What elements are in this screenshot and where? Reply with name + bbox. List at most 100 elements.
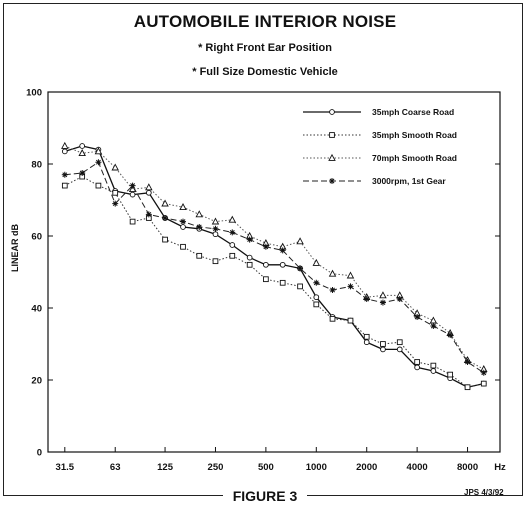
series-1-point-100 <box>145 189 152 196</box>
series-1-point-5000 <box>430 368 437 374</box>
series-4-point-10000 <box>480 369 487 376</box>
figure-label-text: FIGURE 3 <box>222 488 308 504</box>
series-2-point-6300 <box>447 371 454 378</box>
series-1-point-250 <box>212 231 219 238</box>
series-1-point-160 <box>180 224 186 230</box>
series-4-point-1250 <box>329 287 336 293</box>
x-tick-label-2000: 2000 <box>356 462 377 473</box>
series-4-point-80 <box>129 182 136 189</box>
legend-label-1: 35mph Coarse Road <box>372 107 454 117</box>
series-4-point-315 <box>229 229 236 236</box>
series-2-point-4000 <box>414 359 420 365</box>
series-2-point-1000 <box>313 301 320 308</box>
legend-label-2: 35mph Smooth Road <box>372 130 457 140</box>
series-3-point-1600 <box>346 271 355 279</box>
y-tick-label-20: 20 <box>31 376 42 387</box>
series-4-point-2000 <box>363 296 370 302</box>
series-2-point-31.5 <box>61 182 68 189</box>
legend-marker-3 <box>328 153 336 161</box>
series-2-point-800 <box>297 283 303 290</box>
series-3-point-40 <box>78 149 86 157</box>
legend-marker-4 <box>329 178 335 184</box>
series-3-point-31.5 <box>61 141 69 149</box>
series-4-point-200 <box>196 224 203 230</box>
series-2-point-1600 <box>347 317 354 324</box>
series-line-3 <box>64 145 485 370</box>
series-4-point-63 <box>112 200 119 207</box>
author-initials-date: JPS 4/3/92 <box>464 488 504 497</box>
series-line-4 <box>64 161 485 374</box>
series-line-2 <box>64 176 484 388</box>
x-tick-label-8000: 8000 <box>457 462 478 473</box>
series-1-point-315 <box>229 242 236 248</box>
series-2-point-315 <box>229 252 236 259</box>
series-3-point-200 <box>195 210 203 218</box>
series-2-point-50 <box>95 182 102 189</box>
series-4-point-250 <box>212 225 219 232</box>
series-1-point-4000 <box>414 364 420 371</box>
series-1-point-500 <box>263 261 269 268</box>
y-tick-label-60: 60 <box>31 232 42 243</box>
series-2-point-500 <box>263 276 269 283</box>
series-3-point-100 <box>145 183 153 191</box>
legend-marker-2 <box>329 132 335 138</box>
x-tick-label-4000: 4000 <box>407 462 428 473</box>
series-1-point-400 <box>246 254 253 261</box>
series-4-point-100 <box>145 211 152 218</box>
series-1-point-630 <box>279 261 286 268</box>
series-1-point-1000 <box>313 294 320 301</box>
series-4-point-800 <box>297 265 304 272</box>
series-4-point-3150 <box>396 296 403 302</box>
series-1-point-2000 <box>363 339 370 346</box>
x-tick-label-1000: 1000 <box>306 462 327 473</box>
series-2-point-3150 <box>396 339 403 346</box>
series-2-point-250 <box>212 258 219 265</box>
series-1-point-31.5 <box>61 148 68 155</box>
x-tick-label-125: 125 <box>157 462 174 473</box>
y-tick-label-0: 0 <box>37 448 42 459</box>
series-3-point-50 <box>94 147 103 155</box>
series-4-point-2500 <box>379 299 386 306</box>
series-3-point-1250 <box>328 269 337 277</box>
x-tick-label-31.5: 31.5 <box>56 462 75 473</box>
figure-label: FIGURE 3 <box>0 488 530 504</box>
series-3-point-160 <box>179 203 187 211</box>
series-2-point-2000 <box>363 333 370 340</box>
series-4-point-400 <box>246 236 253 243</box>
series-1-point-40 <box>79 143 86 149</box>
series-2-point-10000 <box>480 380 487 387</box>
series-4-point-6300 <box>447 332 454 338</box>
y-tick-label-80: 80 <box>31 160 42 171</box>
legend-label-4: 3000rpm, 1st Gear <box>372 176 446 186</box>
series-4-point-5000 <box>430 323 437 329</box>
x-tick-label-63: 63 <box>110 462 121 473</box>
series-2-point-400 <box>246 261 253 268</box>
series-2-point-630 <box>279 279 286 286</box>
series-1-point-80 <box>129 191 136 198</box>
x-axis-unit-label: Hz <box>494 462 506 473</box>
series-3-point-800 <box>296 237 304 245</box>
series-3-point-2500 <box>379 291 387 299</box>
chart-title: AUTOMOBILE INTERIOR NOISE <box>133 12 397 31</box>
series-4-point-630 <box>279 247 286 254</box>
series-3-point-250 <box>211 217 220 225</box>
series-4-point-40 <box>79 170 86 176</box>
series-2-point-2500 <box>380 341 386 347</box>
x-tick-label-250: 250 <box>208 462 224 473</box>
series-4-point-8000 <box>464 359 471 365</box>
series-4-point-31.5 <box>61 171 68 178</box>
series-3-point-125 <box>161 199 169 207</box>
series-2-point-160 <box>180 243 186 250</box>
series-2-point-8000 <box>464 384 471 391</box>
series-4-point-50 <box>95 159 102 166</box>
series-4-point-500 <box>262 243 269 250</box>
series-4-point-125 <box>162 215 169 221</box>
x-tick-label-500: 500 <box>258 462 274 473</box>
series-3-point-63 <box>111 163 119 171</box>
series-3-point-315 <box>228 215 237 223</box>
y-tick-label-40: 40 <box>31 304 42 315</box>
series-2-point-1250 <box>329 315 336 322</box>
series-1-point-2500 <box>380 346 386 353</box>
series-4-point-160 <box>180 218 187 225</box>
